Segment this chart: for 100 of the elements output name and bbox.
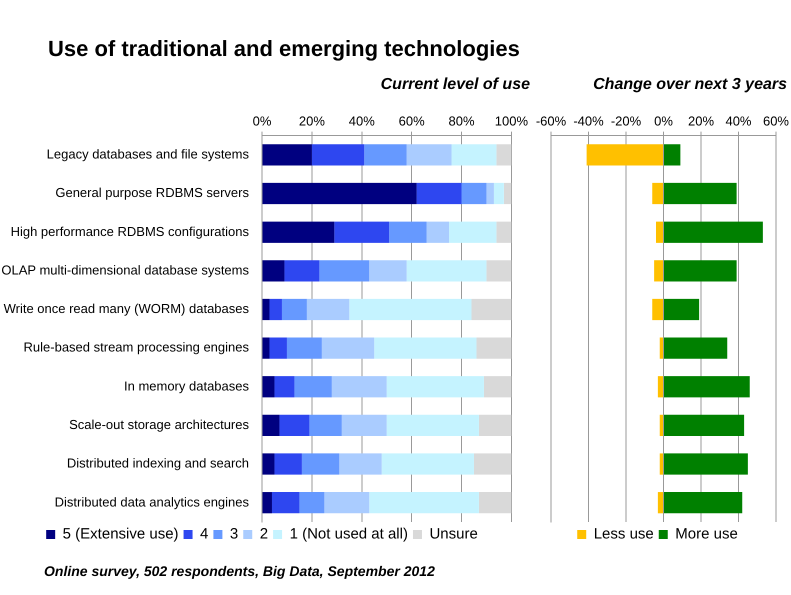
bar xyxy=(369,260,407,282)
bar xyxy=(449,222,496,243)
bar xyxy=(406,260,486,282)
bar xyxy=(374,337,476,359)
bar xyxy=(306,298,350,320)
bar xyxy=(476,337,512,359)
legend-label: 5 (Extensive use) xyxy=(62,526,179,543)
bar xyxy=(426,222,450,243)
bar xyxy=(386,376,484,398)
bar xyxy=(406,144,452,166)
text: Online survey, 502 respondents, Big Data, September 2012 xyxy=(44,563,435,579)
bar xyxy=(279,414,310,436)
bar xyxy=(294,376,332,398)
bar xyxy=(382,453,474,475)
x-tick-label: 0% xyxy=(654,113,674,128)
bar xyxy=(262,376,274,398)
y-tick-label: OLAP multi-dimensional database systems xyxy=(1,262,250,278)
bar xyxy=(664,376,750,398)
bar xyxy=(274,453,302,475)
bar xyxy=(262,337,270,359)
x-tick-label: 0% xyxy=(252,113,272,128)
y-tick-label: General purpose RDBMS servers xyxy=(55,185,250,200)
bar xyxy=(309,414,342,436)
bar xyxy=(664,492,742,514)
bar xyxy=(312,144,364,166)
y-tick-label: Distributed data analytics engines xyxy=(54,494,250,510)
bar xyxy=(324,492,370,514)
x-tick-label: -20% xyxy=(610,113,642,128)
y-tick-label: Legacy databases and file systems xyxy=(46,146,250,162)
bar xyxy=(339,453,382,475)
bar xyxy=(664,182,737,204)
bar xyxy=(462,182,486,204)
bar xyxy=(272,492,300,514)
bar xyxy=(494,182,504,204)
bar xyxy=(274,376,294,398)
x-tick-label: -40% xyxy=(573,113,604,128)
bar xyxy=(664,260,737,282)
bar xyxy=(342,414,387,436)
bar xyxy=(664,414,744,436)
x-tick-label: 60% xyxy=(762,113,790,128)
bar xyxy=(369,492,479,514)
bar xyxy=(471,298,512,320)
bar xyxy=(262,182,417,204)
bar xyxy=(474,453,512,475)
bar xyxy=(496,222,512,243)
bar xyxy=(504,182,512,204)
bar xyxy=(660,337,663,359)
bar xyxy=(484,376,512,398)
bar xyxy=(262,144,312,166)
bar xyxy=(299,492,324,514)
bar xyxy=(664,337,728,359)
bar xyxy=(658,492,663,514)
bar xyxy=(416,182,462,204)
bar xyxy=(660,453,663,475)
bar xyxy=(349,298,472,320)
legend-label: 3 xyxy=(230,526,238,543)
bar xyxy=(262,453,274,475)
bar xyxy=(334,222,390,243)
bar xyxy=(654,260,663,282)
x-tick-label: 60% xyxy=(398,113,426,128)
bar xyxy=(319,260,370,282)
x-tick-label: 40% xyxy=(348,113,376,128)
bar xyxy=(332,376,387,398)
bar xyxy=(452,144,496,166)
chart-subtitle: Change over next 3 years xyxy=(592,76,787,94)
bar xyxy=(262,298,270,320)
bar xyxy=(652,298,663,320)
bar xyxy=(664,144,680,166)
bar xyxy=(656,222,663,243)
bar xyxy=(262,414,280,436)
bar xyxy=(282,298,307,320)
y-tick-label: High performance RDBMS configurations xyxy=(10,224,250,239)
y-tick-label: Distributed indexing and search xyxy=(66,456,249,471)
bar xyxy=(286,337,322,359)
bar xyxy=(496,144,512,166)
chart-subtitle: Current level of use xyxy=(380,76,530,94)
bar xyxy=(664,298,700,320)
bar xyxy=(652,182,663,204)
x-tick-label: 40% xyxy=(725,113,752,128)
x-tick-label: 20% xyxy=(298,113,326,128)
bar xyxy=(478,414,512,436)
legend-label: 1 (Not used at all) xyxy=(290,526,408,543)
bar xyxy=(302,453,340,475)
bar xyxy=(262,492,272,514)
bar xyxy=(664,453,748,475)
bar xyxy=(262,222,334,243)
y-tick-label: In memory databases xyxy=(124,378,250,394)
x-tick-label: 100% xyxy=(494,113,528,128)
bar xyxy=(269,337,287,359)
legend-label: 2 xyxy=(260,526,268,543)
bar xyxy=(269,298,282,320)
bar xyxy=(586,144,663,166)
bar xyxy=(389,222,427,243)
y-tick-label: Scale-out storage architectures xyxy=(69,416,250,432)
legend-label: 4 xyxy=(200,526,208,543)
chart-title: Use of traditional and emerging technologies xyxy=(48,36,521,62)
bar xyxy=(660,414,663,436)
bar xyxy=(486,182,494,204)
y-tick-label: Rule-based stream processing engines xyxy=(24,340,250,355)
legend-label: Less use xyxy=(594,526,654,543)
